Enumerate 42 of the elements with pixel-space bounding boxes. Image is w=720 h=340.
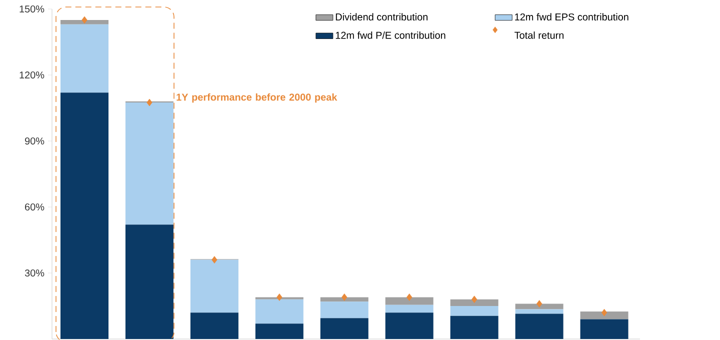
point <box>536 300 542 308</box>
point <box>146 98 152 106</box>
point <box>406 294 412 301</box>
legend-label: Total return <box>514 32 564 39</box>
bar <box>450 306 498 316</box>
bar <box>60 92 108 339</box>
y-tick-label: 120% <box>20 71 44 79</box>
point <box>342 294 348 301</box>
bar <box>60 20 108 24</box>
y-tick-label: 30% <box>24 269 44 277</box>
point <box>82 16 88 24</box>
point <box>601 308 608 316</box>
y-tick-label: 150% <box>20 5 44 13</box>
bar <box>60 24 108 93</box>
point <box>276 294 282 301</box>
bar <box>515 304 564 310</box>
bar <box>255 299 304 324</box>
bar <box>320 318 368 339</box>
y-tick-label: 90% <box>25 137 44 145</box>
bar <box>320 297 368 302</box>
bar <box>190 312 238 339</box>
legend-label: 12m fwd EPS contribution <box>515 13 628 20</box>
bar <box>515 314 564 339</box>
bar <box>580 319 628 339</box>
bar <box>320 302 368 318</box>
annotation: 1Y performance before 2000 peak <box>176 93 338 103</box>
y-tick-label: 60% <box>25 203 44 211</box>
bar <box>450 299 498 306</box>
bar <box>255 324 304 339</box>
legend-label: Dividend contribution <box>336 13 428 20</box>
bar <box>125 224 174 339</box>
bar <box>385 297 434 305</box>
bar <box>450 316 498 339</box>
bar <box>580 312 628 320</box>
point <box>212 256 218 264</box>
bar <box>125 102 174 225</box>
bar <box>515 309 564 314</box>
bar <box>385 312 434 339</box>
bar <box>385 304 434 313</box>
bar <box>190 260 238 313</box>
point <box>472 296 478 304</box>
legend-label: 12m fwd P/E contribution <box>336 32 446 39</box>
